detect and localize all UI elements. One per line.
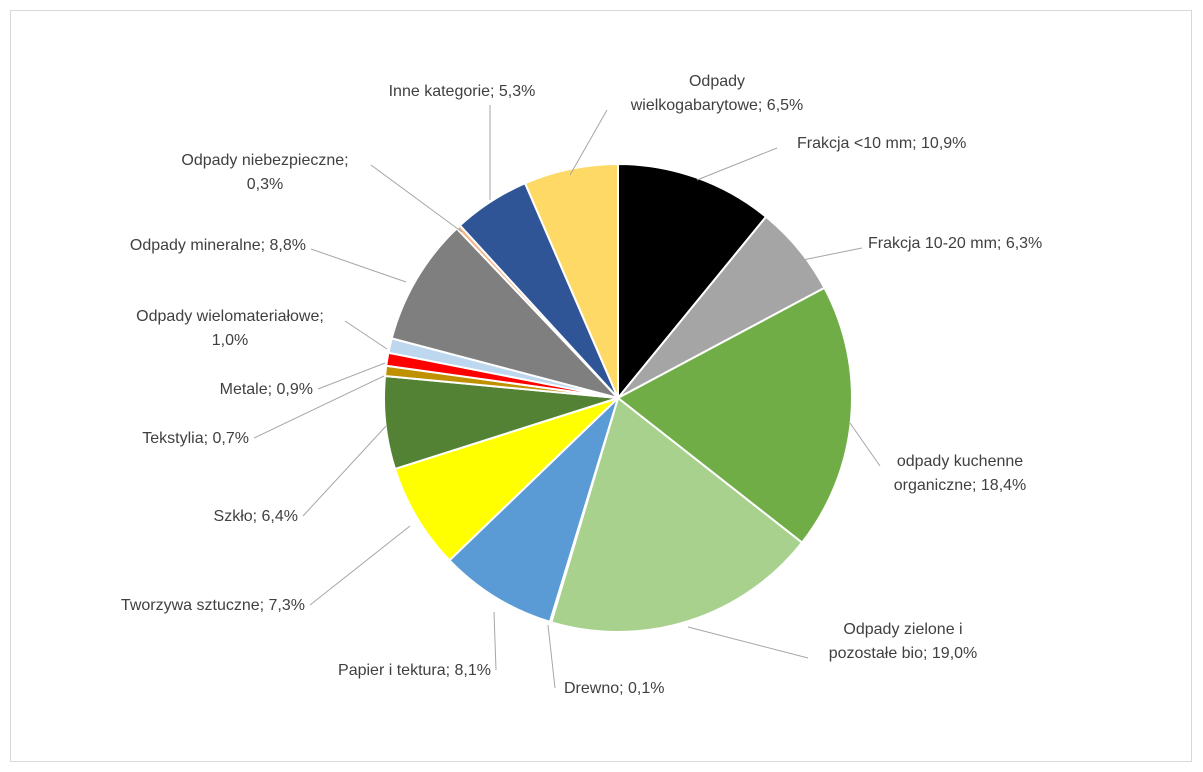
data-label-6: Papier i tektura; 8,1% bbox=[338, 662, 491, 679]
data-label-line: Odpady mineralne; 8,8% bbox=[130, 237, 306, 254]
data-label-line: Odpady niebezpieczne; bbox=[181, 152, 348, 169]
data-label-11: Odpady wielomateriałowe; 1,0% bbox=[136, 308, 324, 349]
pie-slice-12 bbox=[390, 227, 622, 400]
pie-slices bbox=[383, 162, 853, 633]
data-label-4: Odpady zielone i pozostałe bio; 19,0% bbox=[829, 621, 978, 662]
leader-line-7 bbox=[309, 525, 411, 606]
data-label-7: Tworzywa sztuczne; 7,3% bbox=[121, 597, 305, 614]
leader-line-5 bbox=[547, 624, 556, 689]
data-label-line: pozostałe bio; 19,0% bbox=[829, 645, 978, 662]
data-label-9: Tekstylia; 0,7% bbox=[142, 430, 249, 447]
data-label-15: Odpady wielkogabarytowe; 6,5% bbox=[630, 73, 804, 114]
data-label-1: Frakcja <10 mm; 10,9% bbox=[797, 135, 966, 152]
leader-line-12 bbox=[310, 248, 407, 283]
data-labels: Frakcja <10 mm; 10,9% Frakcja 10-20 mm; 6… bbox=[121, 73, 1042, 697]
pie-slice-6 bbox=[448, 394, 621, 624]
data-label-8: Szkło; 6,4% bbox=[214, 508, 298, 525]
data-label-line: Szkło; 6,4% bbox=[214, 508, 298, 525]
data-label-line: wielkogabarytowe; 6,5% bbox=[630, 97, 804, 114]
data-label-5: Drewno; 0,1% bbox=[564, 680, 665, 697]
data-label-3: odpady kuchenne organiczne; 18,4% bbox=[894, 453, 1027, 494]
leader-line-8 bbox=[302, 425, 387, 517]
leader-line-2 bbox=[782, 247, 863, 265]
data-label-14: Inne kategorie; 5,3% bbox=[389, 83, 536, 100]
data-label-line: Odpady zielone i bbox=[843, 621, 962, 638]
leader-line-13 bbox=[370, 164, 463, 233]
leader-line-10 bbox=[317, 362, 386, 390]
leader-lines bbox=[253, 105, 881, 689]
data-label-12: Odpady mineralne; 8,8% bbox=[130, 237, 306, 254]
leader-line-15 bbox=[569, 109, 608, 176]
leader-line-6 bbox=[493, 611, 497, 671]
pie-slice-7 bbox=[393, 397, 619, 562]
data-label-line: organiczne; 18,4% bbox=[894, 477, 1027, 494]
leader-line-3 bbox=[849, 422, 881, 467]
data-label-line: Drewno; 0,1% bbox=[564, 680, 665, 697]
leader-line-9 bbox=[253, 375, 385, 439]
data-label-line: Tekstylia; 0,7% bbox=[142, 430, 249, 447]
pie-slice-4 bbox=[550, 396, 804, 633]
data-label-line: Papier i tektura; 8,1% bbox=[338, 662, 491, 679]
data-label-10: Metale; 0,9% bbox=[220, 381, 313, 398]
data-label-line: Frakcja <10 mm; 10,9% bbox=[797, 135, 966, 152]
data-label-13: Odpady niebezpieczne; 0,3% bbox=[181, 152, 348, 193]
pie-slice-3 bbox=[616, 286, 853, 544]
data-label-line: Odpady wielomateriałowe; bbox=[136, 308, 324, 325]
data-label-line: Metale; 0,9% bbox=[220, 381, 313, 398]
leader-line-4 bbox=[687, 626, 809, 659]
data-label-line: Inne kategorie; 5,3% bbox=[389, 83, 536, 100]
data-label-line: Odpady bbox=[689, 73, 745, 90]
data-label-line: 1,0% bbox=[212, 332, 248, 349]
data-label-line: odpady kuchenne bbox=[897, 453, 1023, 470]
leader-line-1 bbox=[696, 147, 778, 181]
pie-slice-1 bbox=[617, 162, 768, 401]
data-label-line: Tworzywa sztuczne; 7,3% bbox=[121, 597, 305, 614]
leader-line-11 bbox=[344, 320, 388, 350]
data-label-2: Frakcja 10-20 mm; 6,3% bbox=[868, 235, 1042, 252]
pie-slice-15 bbox=[523, 162, 619, 399]
data-label-line: Frakcja 10-20 mm; 6,3% bbox=[868, 235, 1042, 252]
data-label-line: 0,3% bbox=[247, 176, 283, 193]
